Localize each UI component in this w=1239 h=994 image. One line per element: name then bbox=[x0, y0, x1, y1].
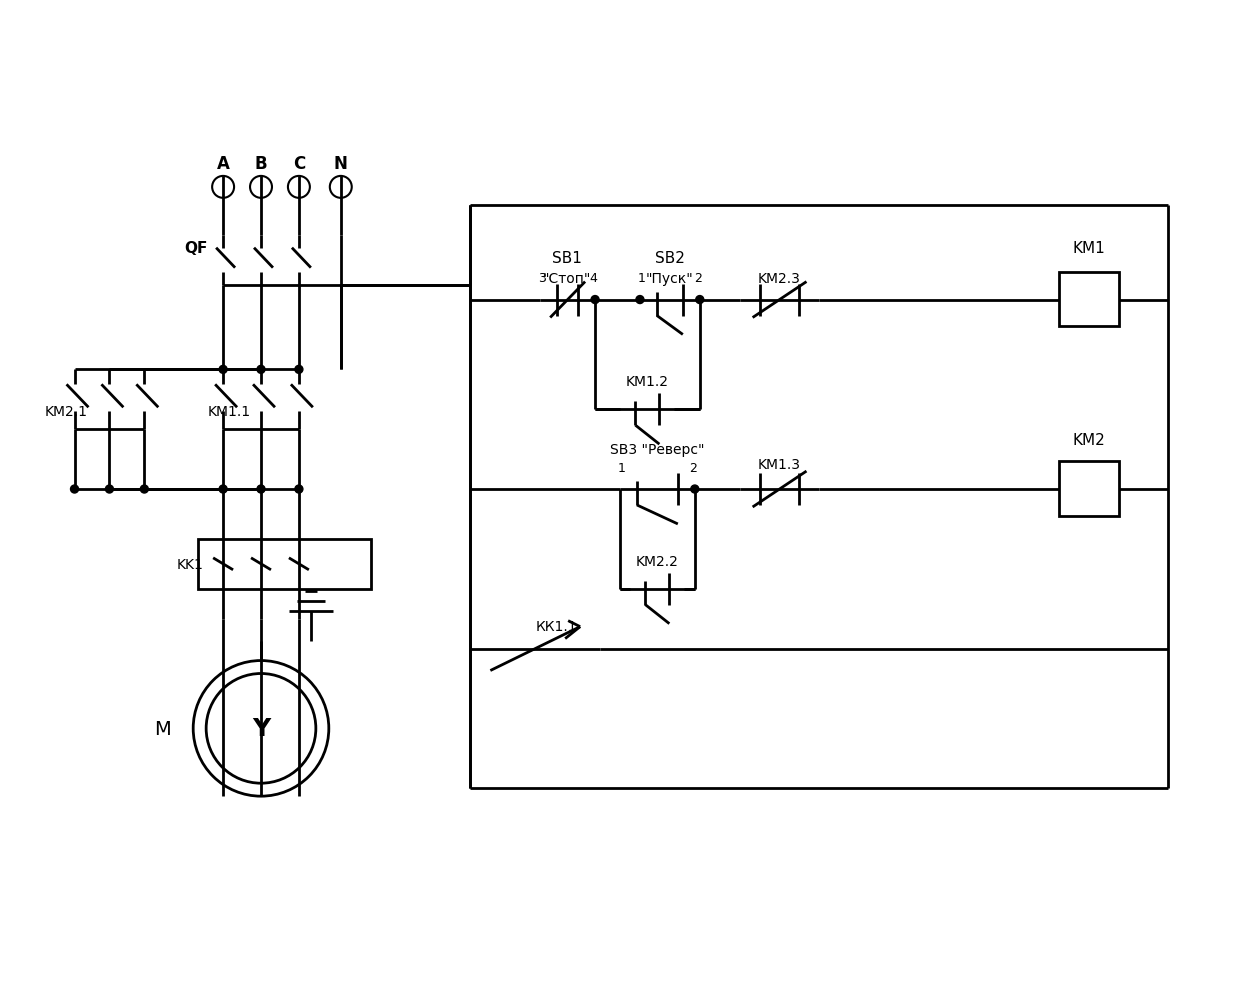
Text: M: M bbox=[155, 719, 171, 739]
Text: КК1.1: КК1.1 bbox=[535, 619, 577, 633]
Circle shape bbox=[256, 485, 265, 493]
Text: KM2.2: KM2.2 bbox=[636, 555, 679, 569]
Bar bbox=[1059, 272, 1119, 327]
Text: KM2.3: KM2.3 bbox=[758, 271, 800, 285]
Text: KM2.1: KM2.1 bbox=[45, 405, 88, 418]
Circle shape bbox=[295, 366, 302, 374]
Text: C: C bbox=[292, 155, 305, 173]
Text: KM2: KM2 bbox=[1072, 432, 1105, 447]
Text: SB3 "Реверс": SB3 "Реверс" bbox=[610, 442, 704, 456]
Text: 3: 3 bbox=[538, 271, 546, 285]
Text: KK1: KK1 bbox=[176, 558, 203, 572]
Circle shape bbox=[219, 366, 227, 374]
Circle shape bbox=[295, 485, 302, 493]
Text: QF: QF bbox=[185, 241, 208, 255]
Text: KM1.2: KM1.2 bbox=[626, 375, 669, 389]
Text: KM1.1: KM1.1 bbox=[207, 405, 250, 418]
Circle shape bbox=[591, 296, 600, 304]
Text: SB1: SB1 bbox=[553, 250, 582, 266]
Circle shape bbox=[256, 366, 265, 374]
Text: KM1: KM1 bbox=[1072, 241, 1105, 255]
Text: A: A bbox=[217, 155, 229, 173]
Text: N: N bbox=[333, 155, 348, 173]
Circle shape bbox=[140, 485, 149, 493]
Bar bbox=[1059, 461, 1119, 517]
Circle shape bbox=[105, 485, 114, 493]
Text: "Стоп": "Стоп" bbox=[543, 271, 591, 285]
Text: 1: 1 bbox=[638, 271, 646, 285]
Text: 4: 4 bbox=[589, 271, 597, 285]
Text: 2: 2 bbox=[694, 271, 701, 285]
Circle shape bbox=[696, 296, 704, 304]
Bar bbox=[198, 540, 370, 589]
Text: 1: 1 bbox=[618, 461, 626, 474]
Text: 2: 2 bbox=[689, 461, 696, 474]
Text: Y: Y bbox=[252, 717, 270, 741]
Circle shape bbox=[691, 485, 699, 493]
Text: "Пуск": "Пуск" bbox=[646, 271, 694, 285]
Text: SB2: SB2 bbox=[655, 250, 685, 266]
Circle shape bbox=[71, 485, 78, 493]
Text: B: B bbox=[255, 155, 268, 173]
Text: KM1.3: KM1.3 bbox=[758, 457, 802, 471]
Circle shape bbox=[636, 296, 644, 304]
Circle shape bbox=[219, 485, 227, 493]
